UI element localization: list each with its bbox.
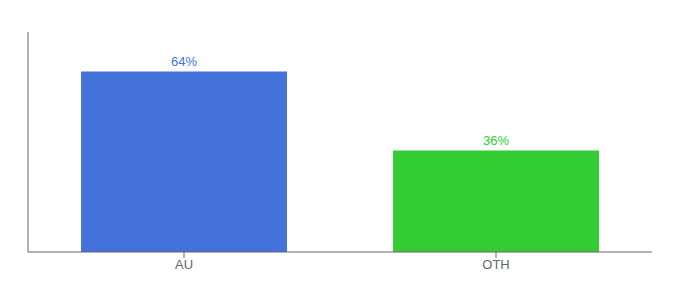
svg-text:64%: 64% <box>171 54 197 69</box>
svg-text:AU: AU <box>175 257 193 272</box>
svg-text:36%: 36% <box>483 133 509 148</box>
svg-text:OTH: OTH <box>482 257 509 272</box>
